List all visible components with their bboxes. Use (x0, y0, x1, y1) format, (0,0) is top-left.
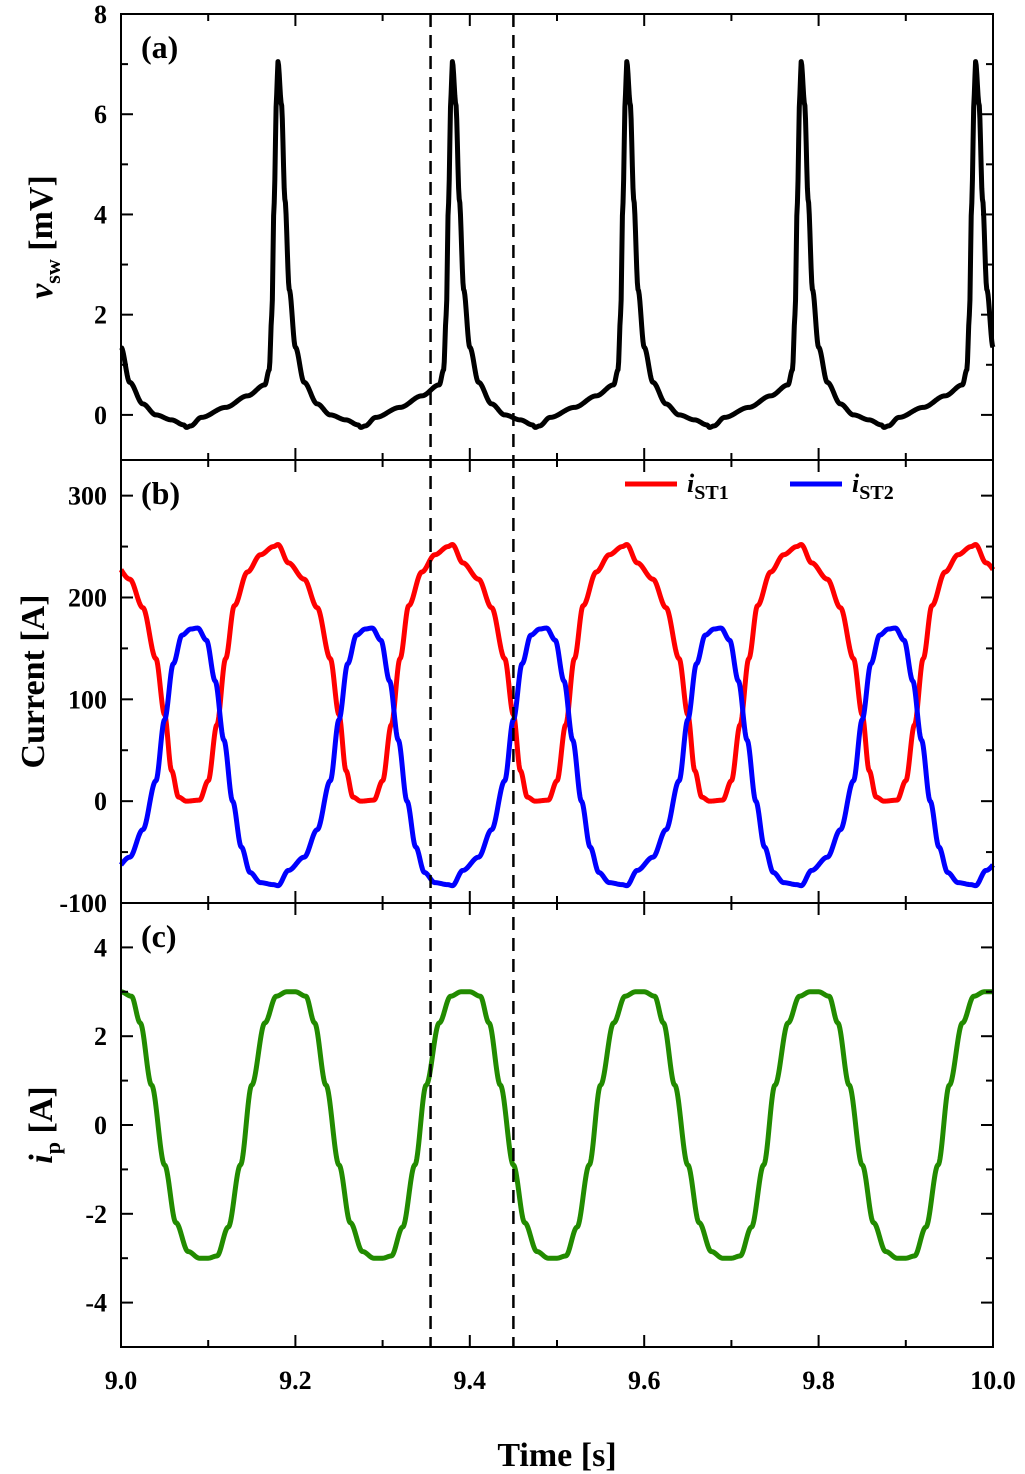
ylabel-sub: p (40, 1142, 65, 1154)
ylabel-sub: sw (40, 259, 65, 284)
ylabel-main: i (23, 1154, 60, 1164)
legend-label-ist2: iST2 (852, 469, 894, 504)
y-tick-label: 100 (68, 685, 107, 714)
y-tick-label: 0 (94, 401, 107, 430)
ylabel-main: v (23, 283, 60, 299)
x-tick-label: 9.8 (802, 1366, 835, 1395)
ist1-series-line (118, 542, 996, 804)
y-tick-label: 2 (94, 1022, 107, 1051)
vsw-series-line (119, 59, 996, 430)
vertical-markers-layer (429, 14, 515, 1347)
y-axis-title-c: ip [A] (23, 1086, 65, 1163)
y-tick-label: 2 (94, 301, 107, 330)
ip-series-line (119, 989, 995, 1261)
y-tick-label: -4 (85, 1289, 107, 1318)
ylabel-unit: [mV] (23, 175, 60, 259)
ist2-series-line (119, 625, 995, 889)
y-axis-title-b: Current [A] (15, 594, 52, 768)
ylabel-unit: [A] (23, 1086, 60, 1142)
panel-label: (b) (141, 475, 180, 511)
x-tick-label: 9.2 (279, 1366, 312, 1395)
x-tick-label: 10.0 (970, 1366, 1016, 1395)
ylabel-text: Current [A] (15, 594, 52, 768)
y-tick-label: -100 (59, 889, 107, 918)
x-tick-label: 9.4 (454, 1366, 487, 1395)
y-tick-label: 4 (94, 200, 107, 229)
y-tick-label: 0 (94, 787, 107, 816)
text-layer: 0 2 4 6 8 (a) -100 0 100 200 300 (b) -4 -2 0 2 4 (c) 9.0 9.… (15, 0, 1016, 1474)
y-tick-label: 8 (94, 0, 107, 29)
panel-frame-3 (120, 902, 994, 1348)
legend-sub: ST2 (859, 482, 893, 504)
y-tick-label: 6 (94, 100, 107, 129)
x-axis-title: Time [s] (497, 1437, 616, 1474)
data-lines-layer (118, 59, 996, 1261)
panel-label: (c) (141, 918, 177, 954)
legend-main: i (687, 469, 695, 498)
y-tick-label: 300 (68, 482, 107, 511)
axes-layer (120, 13, 994, 1348)
legend-sub: ST1 (694, 482, 728, 504)
legend-main: i (852, 469, 860, 498)
legend-label-ist1: iST1 (687, 469, 729, 504)
x-tick-label: 9.0 (105, 1366, 138, 1395)
y-axis-title-a: vsw [mV] (23, 175, 65, 299)
panel-frame-2 (120, 459, 994, 904)
y-tick-label: 4 (94, 933, 107, 962)
y-tick-label: 0 (94, 1111, 107, 1140)
y-tick-label: 200 (68, 583, 107, 612)
panel-label: (a) (141, 29, 178, 65)
x-tick-label: 9.6 (628, 1366, 661, 1395)
y-tick-label: -2 (85, 1200, 107, 1229)
